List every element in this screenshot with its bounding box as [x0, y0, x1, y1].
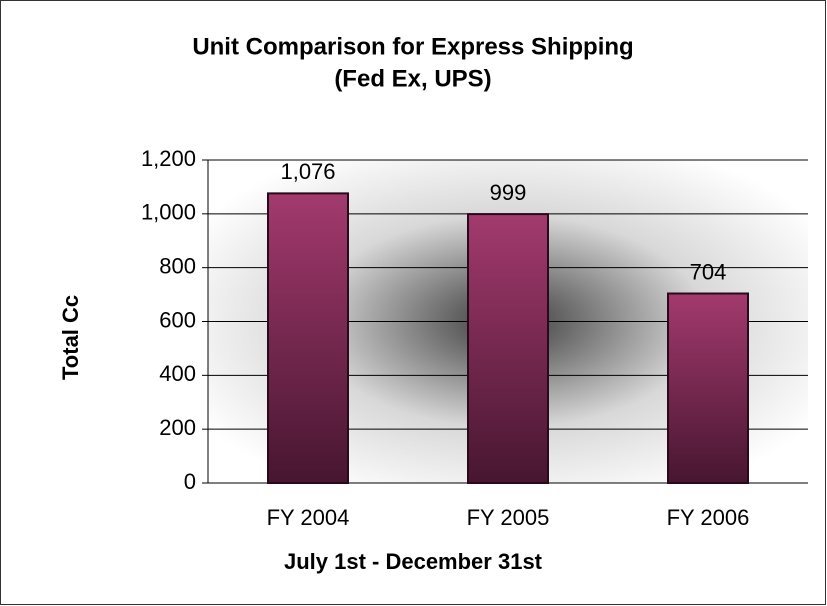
- y-tick-label: 0: [184, 469, 196, 494]
- data-label: 704: [690, 259, 727, 284]
- bar: [267, 192, 349, 484]
- x-tick-label: FY 2004: [267, 505, 350, 530]
- x-tick-label: FY 2005: [467, 505, 550, 530]
- y-tick-label: 200: [159, 415, 196, 440]
- bar: [467, 213, 549, 484]
- y-axis-title: Total Cc: [58, 295, 83, 380]
- y-tick-label: 1,200: [141, 146, 196, 171]
- data-label: 999: [490, 180, 527, 205]
- chart-title: Unit Comparison for Express Shipping: [192, 33, 633, 60]
- y-tick-label: 800: [159, 253, 196, 278]
- y-tick-label: 1,000: [141, 200, 196, 225]
- x-tick-label: FY 2006: [667, 505, 750, 530]
- y-tick-label: 600: [159, 307, 196, 332]
- y-tick-label: 400: [159, 361, 196, 386]
- x-axis-title: July 1st - December 31st: [284, 549, 543, 574]
- chart-title: (Fed Ex, UPS): [334, 65, 491, 92]
- data-label: 1,076: [280, 159, 335, 184]
- bar: [667, 292, 749, 484]
